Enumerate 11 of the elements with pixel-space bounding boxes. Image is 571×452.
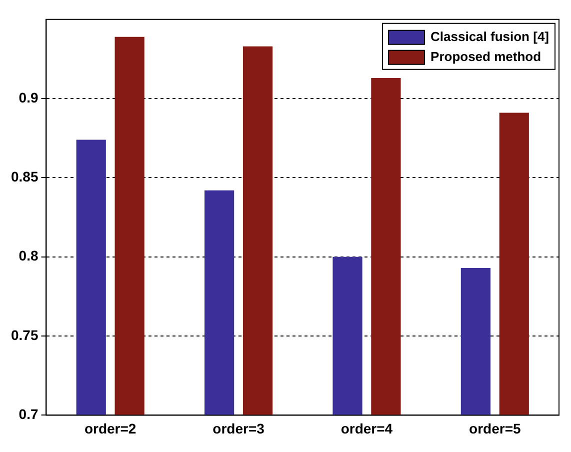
y-tick-label: 0.7 — [18, 406, 38, 422]
y-tick-label: 0.8 — [18, 248, 38, 264]
x-tick-label: order=4 — [340, 420, 393, 436]
y-tick-label: 0.9 — [18, 89, 38, 106]
x-tick-label: order=3 — [212, 420, 265, 436]
legend-label: Proposed method — [430, 48, 542, 64]
y-tick-label: 0.75 — [11, 326, 38, 343]
x-tick-label: order=5 — [469, 420, 521, 436]
y-tick-label: 0.85 — [11, 168, 38, 185]
x-tick-label: order=2 — [84, 420, 136, 436]
legend-label: Classical fusion [4] — [430, 28, 550, 44]
